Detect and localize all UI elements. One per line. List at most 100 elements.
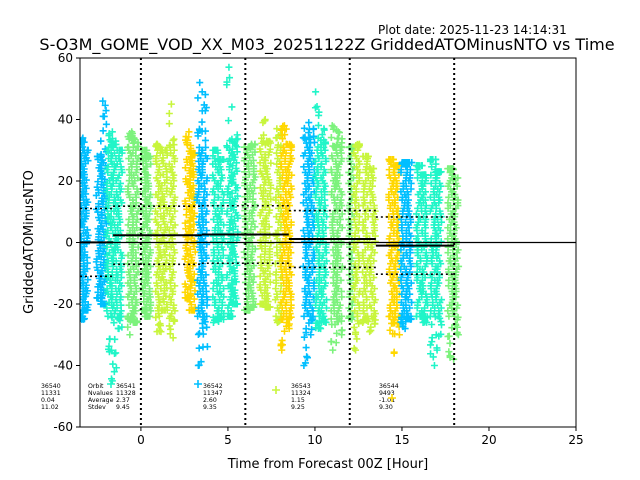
marker [226,74,234,82]
marker [305,129,313,137]
axis-ticks: 0 5 10 15 20 25 60 40 20 0 -20 -40 -60 [53,51,583,447]
marker [198,127,206,135]
marker [302,344,310,352]
marker [165,109,173,117]
marker [323,296,331,304]
marker [328,320,336,328]
marker [338,262,346,270]
marker [111,350,119,358]
marker [320,136,328,144]
data-layer [80,58,576,427]
marker [337,196,345,204]
marker [454,246,462,254]
marker [451,174,459,182]
marker [97,253,105,261]
marker [229,281,237,289]
marker [156,320,164,328]
marker [256,145,264,153]
marker [277,160,285,168]
marker [370,274,378,282]
orbit-orbit: 36541 [116,383,136,390]
marker [157,328,165,336]
marker [146,285,154,293]
y-tick-label: -20 [53,297,73,311]
marker [273,125,281,133]
marker [124,260,132,268]
marker [117,163,125,171]
marker [266,270,274,278]
marker [82,306,90,314]
x-tick-label: 15 [394,433,409,447]
marker [161,306,169,314]
marker [198,243,206,251]
marker [202,271,210,279]
y-tick-label: -40 [53,359,73,373]
marker [444,235,452,243]
marker [333,193,341,201]
marker [97,223,105,231]
marker [337,276,345,284]
marker [445,348,453,356]
marker [329,346,337,354]
marker [112,137,120,145]
marker [369,165,377,173]
marker [391,330,399,338]
marker [323,257,331,265]
marker [194,362,202,369]
chart-title: S-O3M_GOME_VOD_XX_M03_20251122Z GriddedA… [39,35,614,55]
marker [300,333,308,341]
marker [134,243,142,251]
marker [437,238,445,246]
marker [171,282,179,290]
marker [453,323,461,331]
marker [112,257,120,265]
marker [278,346,286,354]
marker [285,325,293,333]
marker [427,307,435,315]
marker [329,142,337,150]
marker [444,333,452,341]
marker [171,207,179,215]
marker [391,282,399,290]
marker [305,298,313,306]
marker [306,143,314,151]
marker [234,192,242,200]
scan-group [317,125,331,326]
marker [427,350,435,358]
marker [355,320,363,328]
marker [151,215,159,223]
marker [80,138,85,146]
scan-group [141,152,155,320]
marker [366,301,374,309]
marker [105,342,113,350]
marker [350,323,358,331]
marker [359,268,367,276]
marker [283,274,291,282]
marker [227,312,235,320]
marker [438,321,446,329]
marker [195,344,203,352]
marker [287,182,295,190]
marker [116,179,124,187]
marker [427,171,435,179]
orbit-orbit: 36543 [291,383,311,390]
marker [194,276,202,284]
marker [371,320,379,328]
marker [181,164,189,172]
stats-marker [194,380,202,388]
marker [257,253,265,261]
stats-label: Stdev [88,404,106,411]
x-tick-label: 20 [481,433,496,447]
marker [446,353,454,361]
marker [80,313,84,321]
marker [146,152,154,160]
marker [353,335,361,343]
scan-group [129,134,142,326]
marker [100,112,108,120]
marker [311,104,319,112]
marker [228,189,236,197]
marker [337,143,345,151]
marker [110,319,118,327]
